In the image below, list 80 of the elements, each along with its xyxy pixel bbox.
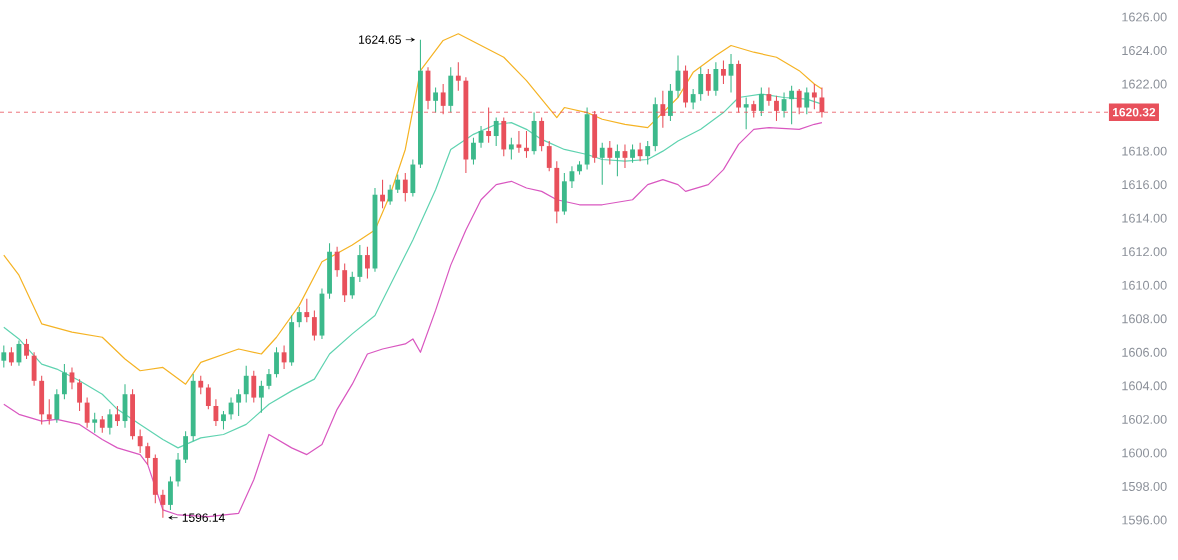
candlestick bbox=[402, 172, 408, 202]
y-tick-label: 1612.00 bbox=[1122, 247, 1167, 257]
candlestick bbox=[61, 363, 67, 400]
candlestick bbox=[607, 140, 613, 166]
candlestick bbox=[24, 338, 29, 360]
candlestick bbox=[395, 174, 401, 194]
candlestick bbox=[758, 86, 764, 117]
candlestick bbox=[471, 137, 476, 166]
candlestick bbox=[281, 345, 287, 370]
candlestick bbox=[69, 366, 75, 390]
candlestick bbox=[811, 83, 817, 110]
candlestick bbox=[8, 346, 14, 367]
candlestick bbox=[493, 117, 499, 147]
candlestick bbox=[705, 68, 711, 97]
candlestick bbox=[198, 375, 204, 395]
candlestick bbox=[236, 388, 242, 417]
candlestick bbox=[213, 398, 219, 427]
candlestick bbox=[115, 405, 120, 427]
y-tick-label: 1614.00 bbox=[1122, 213, 1167, 223]
y-tick-label: 1608.00 bbox=[1122, 314, 1167, 324]
candlestick bbox=[258, 380, 264, 414]
candlestick bbox=[145, 442, 151, 466]
candlestick bbox=[349, 271, 355, 300]
candlestick bbox=[614, 143, 620, 177]
candlestick bbox=[364, 246, 370, 280]
candlestick bbox=[183, 430, 189, 464]
y-tick-label: 1600.00 bbox=[1122, 448, 1167, 458]
y-tick-label: 1602.00 bbox=[1122, 414, 1167, 424]
candlestick bbox=[296, 306, 302, 328]
candlestick bbox=[334, 246, 340, 278]
candlestick bbox=[46, 398, 52, 425]
candlestick bbox=[455, 61, 461, 92]
candlestick bbox=[357, 244, 363, 283]
y-tick-label: 1598.00 bbox=[1122, 481, 1167, 491]
candlestick bbox=[84, 397, 90, 429]
y-tick-label: 1604.00 bbox=[1122, 381, 1167, 391]
candlestick bbox=[690, 88, 696, 110]
y-tick-label: 1606.00 bbox=[1122, 347, 1167, 357]
candlestick bbox=[251, 370, 257, 404]
candlestick bbox=[721, 60, 726, 85]
candlestick bbox=[205, 383, 211, 410]
y-tick-label: 1610.00 bbox=[1122, 280, 1167, 290]
candlestick bbox=[304, 298, 310, 323]
candlestick bbox=[160, 489, 166, 519]
candlestick bbox=[698, 66, 704, 102]
candlestick bbox=[168, 475, 173, 511]
candlestick bbox=[311, 309, 317, 342]
line-series bbox=[3, 93, 823, 449]
y-tick-label: 1616.00 bbox=[1122, 180, 1167, 190]
candlestick bbox=[380, 179, 385, 209]
y-tick-label: 1626.00 bbox=[1122, 12, 1167, 22]
candlestick bbox=[387, 184, 393, 206]
candlestick bbox=[516, 130, 522, 154]
annotation: 1624.65 bbox=[359, 35, 401, 44]
candlestick bbox=[804, 86, 810, 115]
candlestick bbox=[92, 412, 98, 434]
candlestick bbox=[524, 130, 529, 159]
ref-line-label: 1620.32 bbox=[1113, 107, 1156, 117]
y-tick-label: 1624.00 bbox=[1122, 46, 1167, 56]
y-tick-label: 1618.00 bbox=[1122, 146, 1167, 156]
candlestick bbox=[546, 140, 552, 172]
candlestick bbox=[637, 142, 643, 162]
y-tick-label: 1622.00 bbox=[1122, 79, 1167, 89]
candlestick bbox=[243, 365, 249, 404]
candlestick bbox=[107, 408, 113, 436]
candlestick bbox=[508, 137, 514, 161]
candlestick bbox=[766, 86, 772, 107]
candlestick bbox=[645, 140, 651, 166]
candlestick bbox=[433, 86, 439, 114]
candlestick bbox=[743, 96, 749, 130]
candlestick bbox=[789, 85, 795, 125]
candlestick bbox=[274, 346, 279, 379]
y-tick-label: 1596.00 bbox=[1122, 515, 1167, 525]
candlestick bbox=[221, 410, 226, 430]
candlestick bbox=[630, 143, 635, 164]
candlestick bbox=[77, 378, 82, 412]
candlestick bbox=[599, 142, 605, 186]
candlestick bbox=[1, 345, 7, 368]
candlestick bbox=[713, 61, 719, 97]
candlestick bbox=[137, 428, 143, 454]
